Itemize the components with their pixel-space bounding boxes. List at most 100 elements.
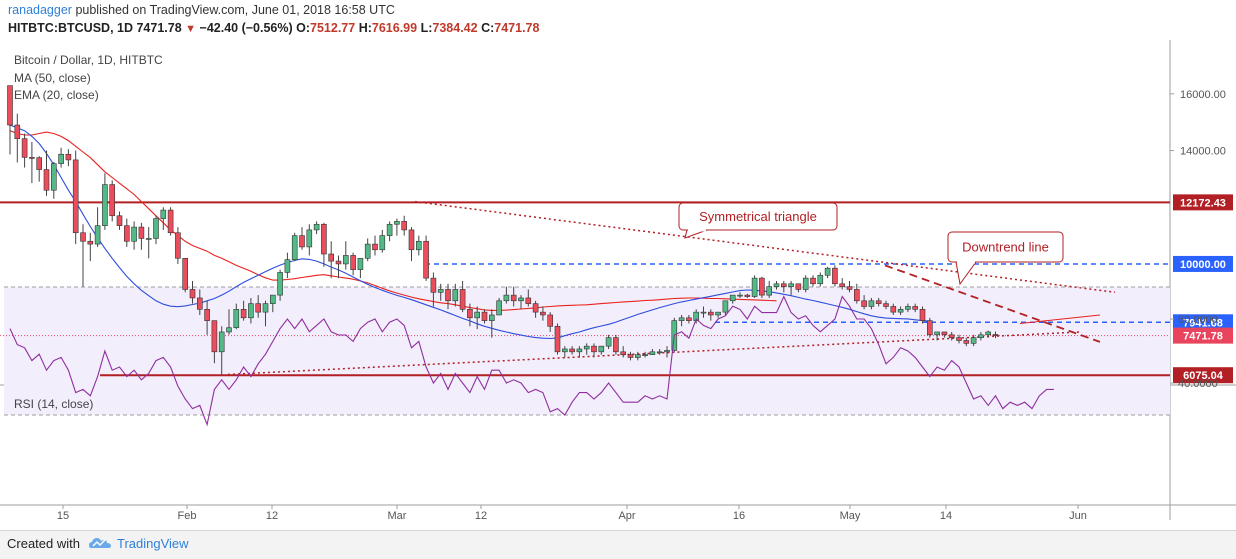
candle-body	[452, 289, 459, 302]
candle	[963, 337, 970, 347]
candle	[43, 150, 50, 196]
candle	[342, 241, 349, 270]
candle	[415, 235, 422, 256]
candle-body	[386, 223, 393, 236]
candle-body	[94, 225, 101, 245]
candle	[912, 303, 919, 313]
candle-body	[970, 337, 977, 344]
candle	[364, 238, 371, 262]
candle-body	[321, 223, 327, 255]
candle	[634, 351, 641, 361]
candle-body	[729, 294, 736, 302]
candle	[737, 292, 743, 298]
candle	[948, 331, 955, 341]
candle-body	[693, 311, 700, 321]
candle	[14, 113, 21, 163]
candle-body	[131, 226, 137, 242]
candle-body	[963, 340, 970, 344]
rsi-tick-label: 40.0000	[1178, 378, 1218, 390]
candle	[408, 227, 415, 262]
candle-body	[525, 297, 532, 304]
candle-body	[941, 331, 948, 336]
close-label: C:	[481, 21, 495, 35]
candle	[686, 314, 692, 324]
candle-body	[306, 229, 313, 248]
candle	[547, 312, 554, 332]
candle-body	[372, 243, 378, 251]
candle-body	[985, 331, 992, 336]
candle-body	[861, 300, 867, 307]
candle-body	[751, 277, 758, 297]
candle-body	[846, 286, 853, 290]
tradingview-logo-icon	[89, 538, 111, 548]
candle	[707, 309, 714, 321]
candle	[65, 149, 72, 167]
triangle-callout-box	[678, 202, 838, 231]
candle	[102, 173, 108, 230]
candle	[890, 303, 897, 315]
triangle-callout: Symmetrical triangle	[678, 202, 838, 239]
price-label: 12172.43	[1173, 194, 1233, 211]
candle-body	[540, 311, 546, 316]
price-label-text: 7941.68	[1183, 317, 1223, 329]
candle-body	[328, 253, 335, 262]
candle-body	[948, 334, 955, 338]
price-chart[interactable]: Symmetrical triangle Downtrend line 16000.…	[0, 0, 1236, 530]
time-tick-label: 12	[266, 510, 278, 522]
downtrend-callout-box	[947, 231, 1064, 263]
candle-body	[291, 235, 298, 260]
candle	[861, 295, 867, 310]
price-label: 7941.68	[1173, 314, 1233, 331]
candle	[445, 283, 451, 310]
candle-body	[277, 272, 283, 296]
triangle-callout-text: Symmetrical triangle	[699, 209, 817, 224]
candle-body	[211, 320, 218, 353]
time-tick-label: 12	[475, 510, 487, 522]
candle-body	[72, 159, 79, 234]
candle-body	[766, 286, 773, 296]
candle-body	[503, 294, 510, 302]
candle-body	[262, 303, 269, 313]
candle	[204, 300, 210, 335]
legend-title: Bitcoin / Dollar, 1D, HITBTC	[14, 53, 163, 67]
candle	[467, 303, 473, 327]
price-label-text: 7471.78	[1183, 331, 1223, 343]
candle	[744, 293, 751, 298]
candle-body	[481, 311, 488, 321]
candle	[80, 224, 86, 287]
candle	[160, 207, 167, 230]
rsi-line	[9, 295, 1054, 427]
candle-body	[810, 277, 816, 285]
author-link[interactable]: ranadagger	[8, 3, 72, 17]
candle	[277, 269, 283, 301]
candle	[788, 280, 794, 296]
downtrend-callout: Downtrend line	[947, 231, 1064, 286]
price-label-bg	[1173, 314, 1233, 331]
candle	[138, 222, 145, 250]
candle-body	[255, 303, 261, 313]
candle-body	[576, 348, 583, 353]
price-label: 10000.00	[1173, 255, 1233, 272]
candle	[773, 280, 780, 290]
candle	[7, 85, 13, 155]
tradingview-brand[interactable]: TradingView	[117, 536, 189, 551]
candle	[832, 265, 838, 287]
candle-body	[58, 153, 64, 164]
candle-body	[218, 331, 225, 353]
candle	[262, 300, 269, 327]
candle	[846, 280, 853, 293]
high-value: 7616.99	[371, 21, 418, 35]
price-label-bg	[1173, 255, 1233, 272]
candle-body	[773, 283, 780, 287]
candle	[956, 334, 962, 344]
low-label: L:	[420, 21, 433, 35]
candle-body	[722, 300, 729, 313]
candle-body	[992, 334, 999, 336]
downtrend-callout-text: Downtrend line	[962, 240, 1049, 255]
candle	[87, 232, 94, 262]
candle	[664, 346, 670, 358]
down-arrow-icon: ▼	[185, 23, 197, 35]
candle-body	[518, 297, 524, 302]
candle	[94, 207, 101, 247]
candle-body	[715, 311, 721, 316]
